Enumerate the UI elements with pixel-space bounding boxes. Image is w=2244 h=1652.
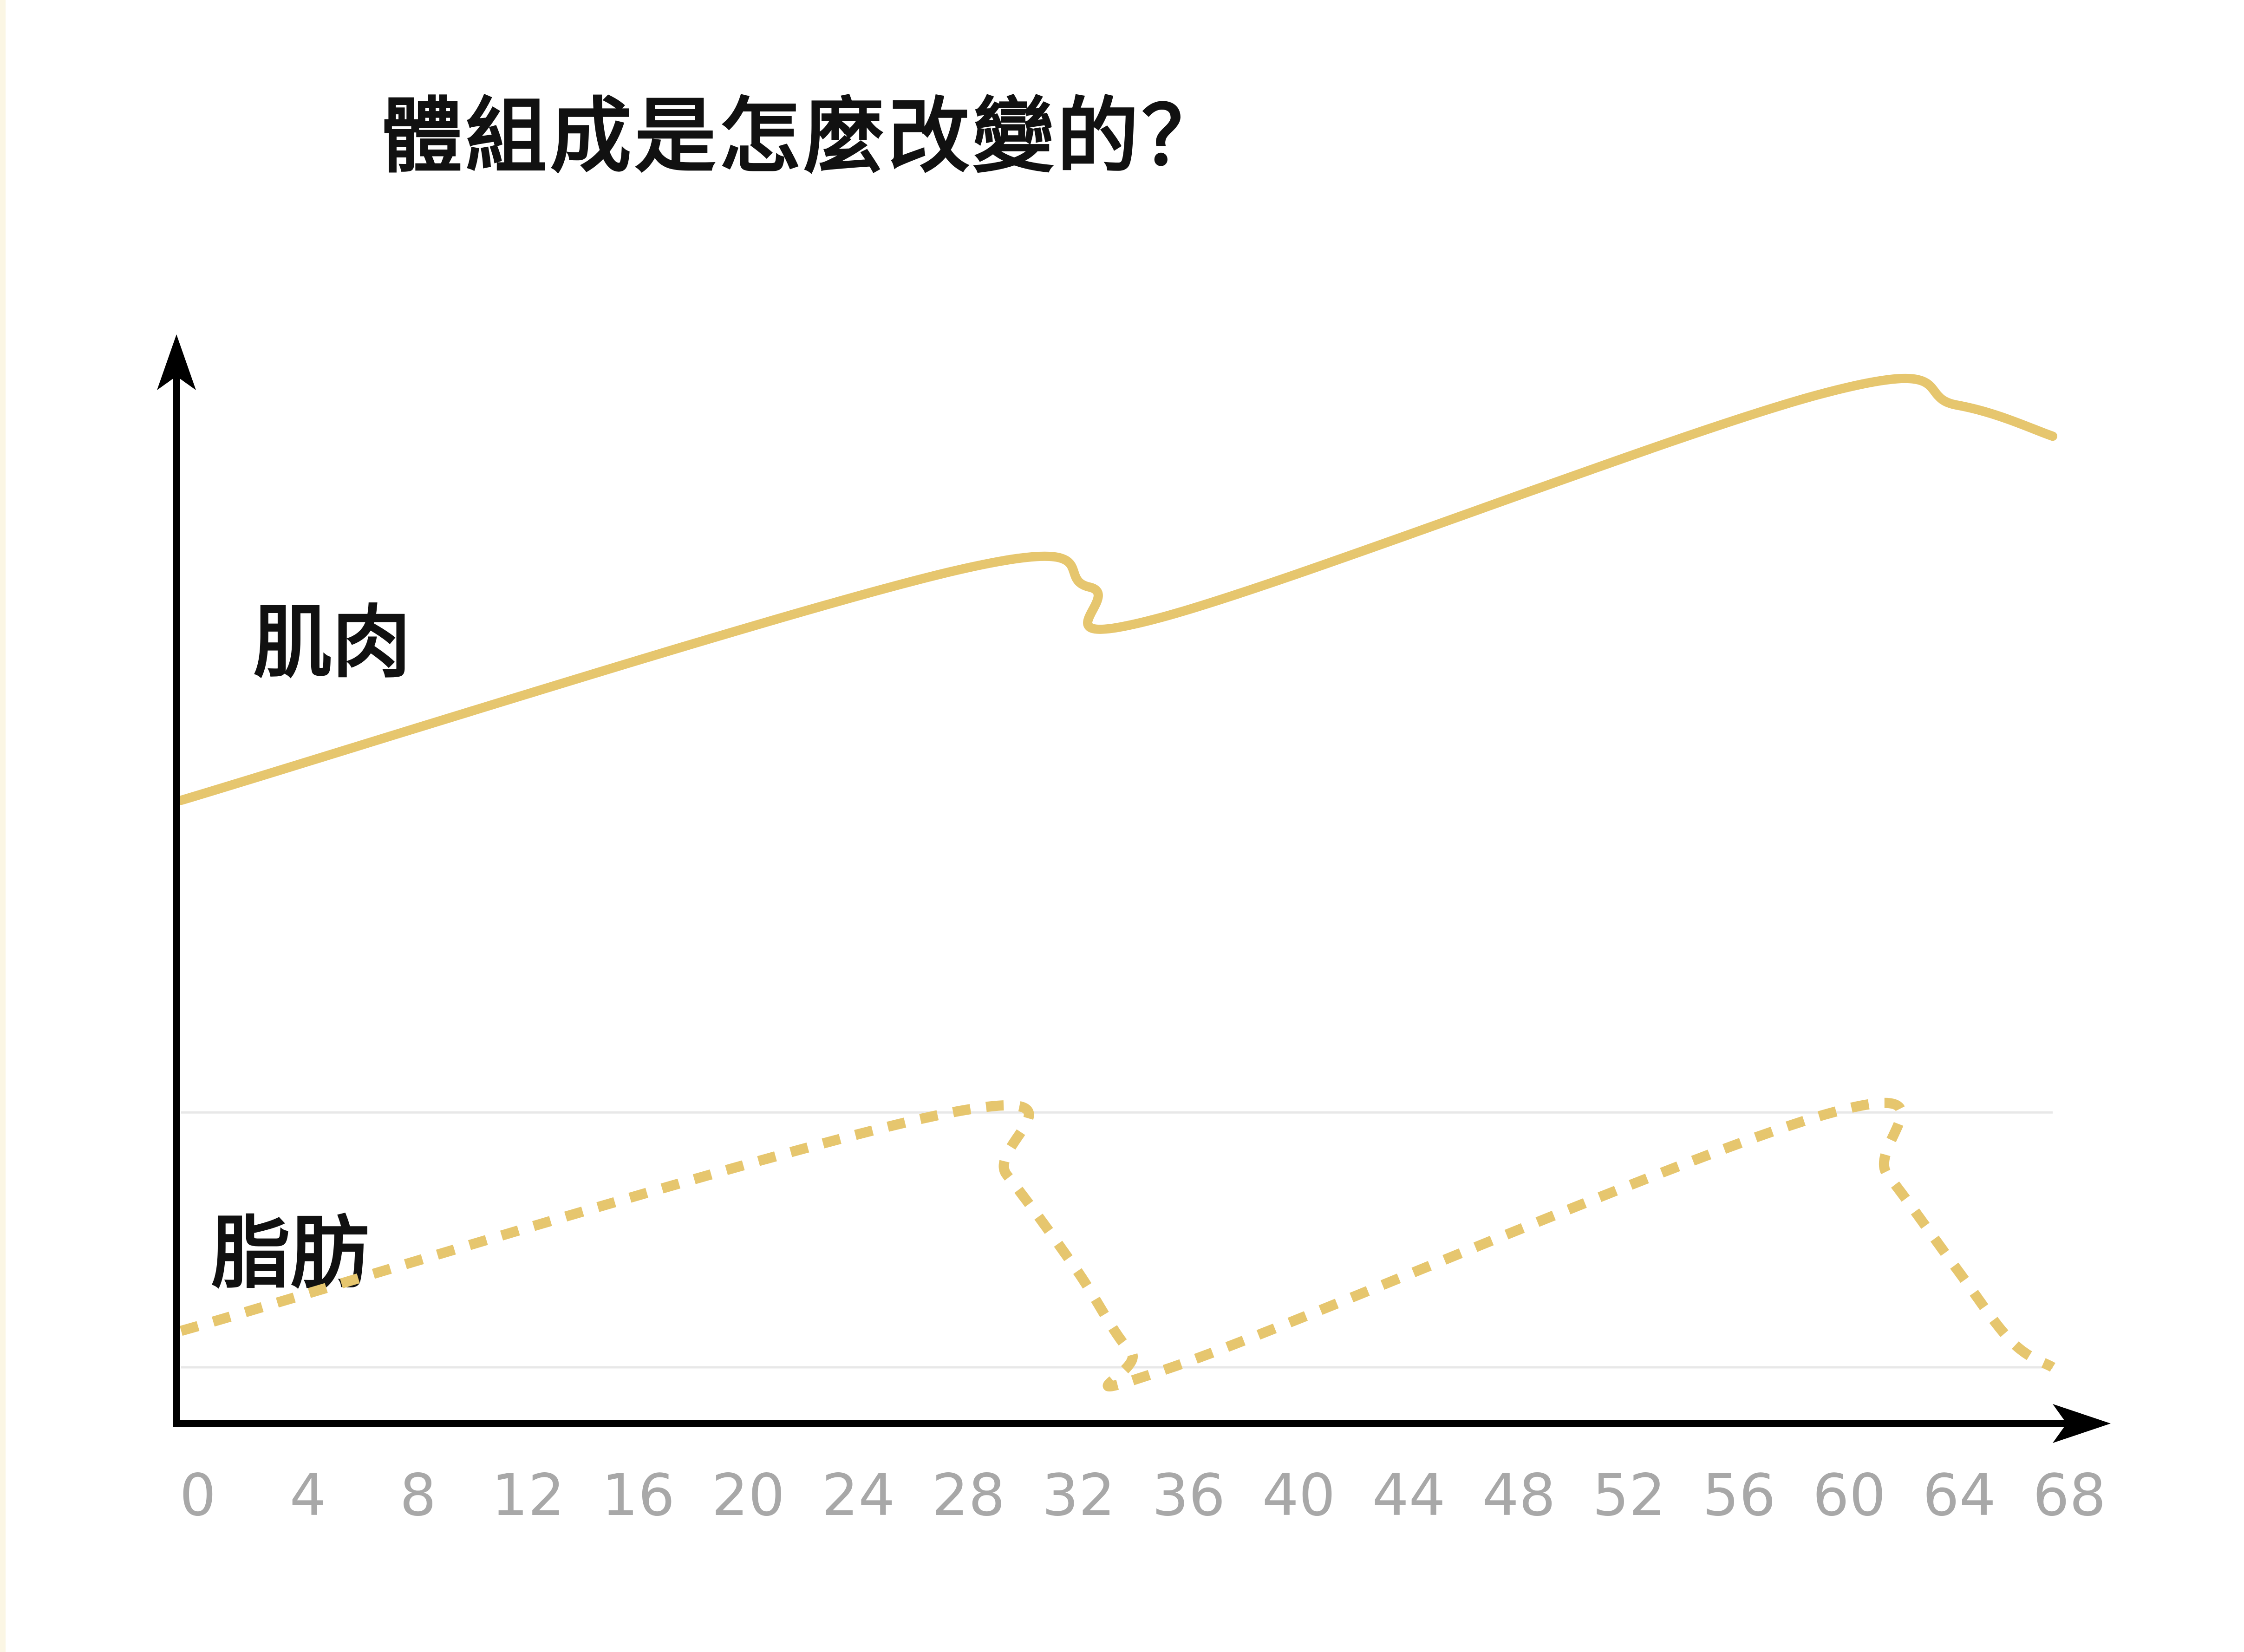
x-tick-label-48: 48 — [1482, 1462, 1556, 1529]
x-tick-label-32: 32 — [1042, 1462, 1115, 1529]
x-tick-label-24: 24 — [822, 1462, 895, 1529]
x-axis-arrow — [2053, 1404, 2111, 1443]
y-axis-arrow — [157, 334, 196, 390]
series-layer — [176, 373, 2057, 1391]
x-tick-label-0: 0 — [180, 1462, 216, 1529]
left-edge-strip — [0, 0, 6, 1652]
x-tick-label-56: 56 — [1703, 1462, 1776, 1529]
x-tick-label-20: 20 — [711, 1462, 785, 1529]
x-tick-label-44: 44 — [1372, 1462, 1446, 1529]
muscle-series-line — [176, 373, 2057, 805]
x-tick-label-60: 60 — [1813, 1462, 1886, 1529]
x-tick-label-40: 40 — [1262, 1462, 1336, 1529]
x-tick-label-8: 8 — [400, 1462, 437, 1529]
reference-lines — [181, 1111, 2053, 1369]
x-tick-label-36: 36 — [1152, 1462, 1226, 1529]
axes — [157, 334, 2111, 1443]
x-tick-label-16: 16 — [601, 1462, 675, 1529]
fat-series-line — [179, 1097, 2055, 1391]
x-tick-label-12: 12 — [491, 1462, 565, 1529]
x-tick-label-4: 4 — [290, 1462, 326, 1529]
x-tick-label-52: 52 — [1592, 1462, 1666, 1529]
x-tick-label-68: 68 — [2033, 1462, 2106, 1529]
x-tick-label-28: 28 — [932, 1462, 1005, 1529]
series-label-muscle: 肌肉 — [253, 597, 411, 689]
chart-title: 體組成是怎麼改變的？ — [381, 89, 1226, 184]
x-tick-labels: 0 4 8 12 16 20 24 28 32 36 40 44 48 52 56 60 64 68 — [180, 1462, 2106, 1529]
x-tick-label-64: 64 — [1923, 1462, 1996, 1529]
